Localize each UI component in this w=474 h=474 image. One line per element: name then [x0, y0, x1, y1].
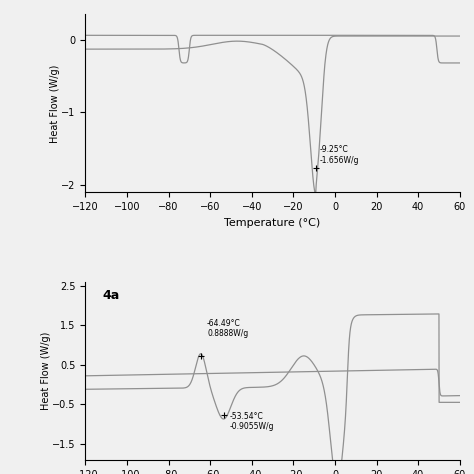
Text: -53.54°C
-0.9055W/g: -53.54°C -0.9055W/g [230, 412, 274, 431]
Y-axis label: Heat Flow (W/g): Heat Flow (W/g) [50, 64, 60, 143]
X-axis label: Temperature (°C): Temperature (°C) [224, 218, 321, 228]
Text: 4a: 4a [102, 290, 119, 302]
Text: -64.49°C
0.8888W/g: -64.49°C 0.8888W/g [207, 319, 248, 338]
Text: -9.25°C
-1.656W/g: -9.25°C -1.656W/g [320, 145, 359, 164]
Y-axis label: Heat Flow (W/g): Heat Flow (W/g) [41, 331, 51, 410]
